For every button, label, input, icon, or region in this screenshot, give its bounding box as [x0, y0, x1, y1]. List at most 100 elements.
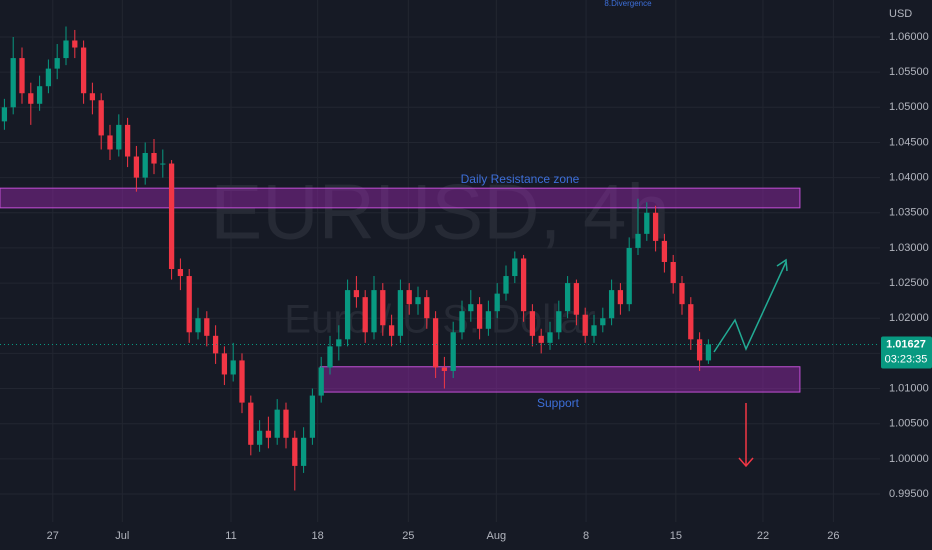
candle-body: [353, 290, 360, 298]
candle-body: [63, 40, 69, 59]
y-tick-label: 1.05000: [889, 101, 929, 113]
candle-body: [309, 395, 316, 438]
y-tick-label: 1.00000: [889, 453, 929, 465]
candle-body: [212, 335, 219, 354]
indicator-label: 8.Divergence: [604, 0, 652, 8]
grid: [0, 0, 880, 522]
zone-label: Daily Resistance zone: [461, 172, 580, 186]
zone: [0, 187, 801, 209]
zones: [0, 187, 801, 393]
candle-body: [89, 93, 96, 101]
x-tick-label: 18: [312, 530, 324, 542]
candle-body: [432, 318, 439, 368]
countdown: 03:23:35: [885, 353, 928, 365]
zone: [319, 366, 801, 393]
candle-body: [556, 311, 562, 333]
candle-body: [529, 311, 536, 336]
candle-body: [283, 409, 289, 438]
candle-body: [564, 283, 571, 312]
currency: USD: [889, 8, 912, 20]
candle-body: [344, 290, 351, 340]
candle-body: [600, 318, 606, 326]
candle-body: [380, 290, 386, 326]
candles: [0, 26, 880, 491]
candle-body: [591, 325, 597, 336]
y-tick-label: 1.04000: [889, 172, 929, 184]
x-tick-label: 22: [757, 530, 769, 542]
candle-body: [195, 318, 201, 333]
candle-body: [72, 40, 78, 48]
candle-body: [679, 283, 685, 305]
arrow-head: [738, 457, 754, 468]
candle-body: [151, 153, 157, 164]
candle-body: [406, 290, 412, 305]
candle-body: [36, 86, 43, 104]
candle-body: [54, 58, 60, 69]
projection: [713, 258, 788, 468]
candle-body: [388, 325, 395, 336]
candle-body: [371, 290, 377, 333]
candle-body: [573, 283, 580, 315]
candle-body: [300, 437, 307, 466]
axes: 0.995001.000001.005001.010001.015001.020…: [47, 31, 932, 542]
y-tick-label: 1.03500: [889, 207, 929, 219]
candle-body: [415, 297, 421, 305]
y-tick-label: 1.02000: [889, 312, 929, 324]
x-tick-label: 11: [225, 530, 236, 542]
x-tick-label: 27: [47, 530, 59, 542]
candle-body: [608, 290, 615, 319]
candle-body: [626, 247, 632, 305]
y-tick-label: 1.01000: [889, 382, 929, 394]
candle-body: [19, 58, 25, 94]
candle-body: [538, 335, 544, 343]
projection-up: [713, 261, 787, 353]
candle-body: [133, 156, 140, 178]
arrow-head: [776, 258, 788, 272]
candle-body: [80, 47, 87, 94]
x-tick-label: 26: [827, 530, 839, 542]
candle-body: [274, 409, 280, 438]
time-axis: [0, 522, 932, 550]
candle-body: [1, 107, 8, 122]
candle-body: [98, 100, 104, 136]
price-axis: [880, 0, 932, 550]
candle-body: [459, 311, 465, 333]
candle-body: [512, 258, 518, 277]
candle-body: [661, 240, 668, 262]
y-tick-label: 1.05500: [889, 66, 929, 78]
y-tick-label: 1.03000: [889, 242, 929, 254]
y-tick-label: 1.04500: [889, 136, 929, 148]
x-tick-label: Aug: [487, 530, 507, 542]
candle-body: [124, 124, 131, 157]
watermark-subtitle: Euro / U.S. Dollar: [284, 298, 595, 342]
zone-label: Support: [537, 396, 580, 410]
candle-body: [168, 163, 175, 270]
candle-body: [204, 318, 210, 336]
candle-body: [644, 212, 650, 234]
candle-body: [424, 297, 430, 319]
candle-body: [652, 212, 659, 241]
candle-body: [230, 360, 236, 375]
candle-body: [160, 163, 166, 165]
candle-body: [221, 353, 228, 375]
price-tag: [881, 336, 932, 369]
candle-body: [705, 344, 712, 361]
candle-body: [476, 304, 483, 329]
x-tick-label: Jul: [115, 530, 129, 542]
y-tick-label: 0.99500: [889, 488, 929, 500]
candle-body: [441, 367, 448, 371]
candle-body: [239, 360, 245, 403]
candle-body: [248, 402, 254, 445]
candle-body: [292, 437, 298, 466]
candle-body: [494, 293, 500, 312]
candle-body: [10, 58, 16, 108]
candle-body: [142, 153, 148, 178]
y-tick-label: 1.02500: [889, 277, 929, 289]
candle-body: [670, 261, 676, 284]
candle-body: [265, 430, 272, 438]
candle-body: [107, 135, 113, 150]
candle-body: [450, 332, 456, 371]
x-tick-label: 15: [670, 530, 682, 542]
